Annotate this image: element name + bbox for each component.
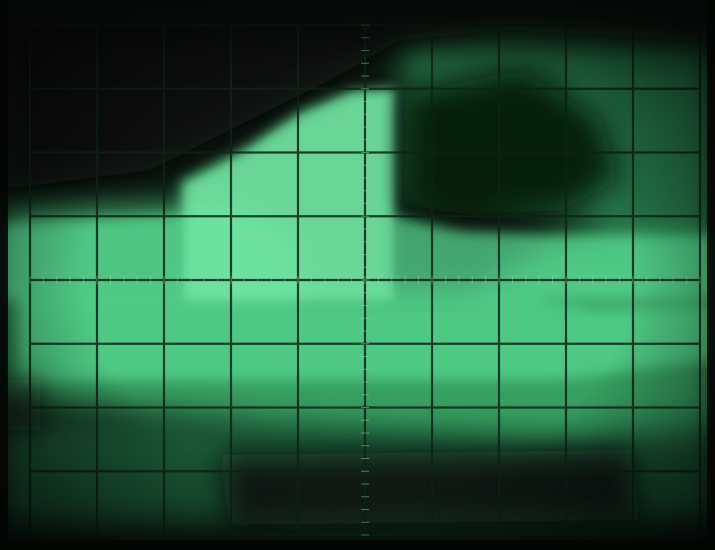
bezel-bottom (0, 540, 715, 550)
bezel-right (707, 0, 715, 550)
top-shadow (0, 0, 715, 60)
bezel-left (0, 0, 8, 550)
